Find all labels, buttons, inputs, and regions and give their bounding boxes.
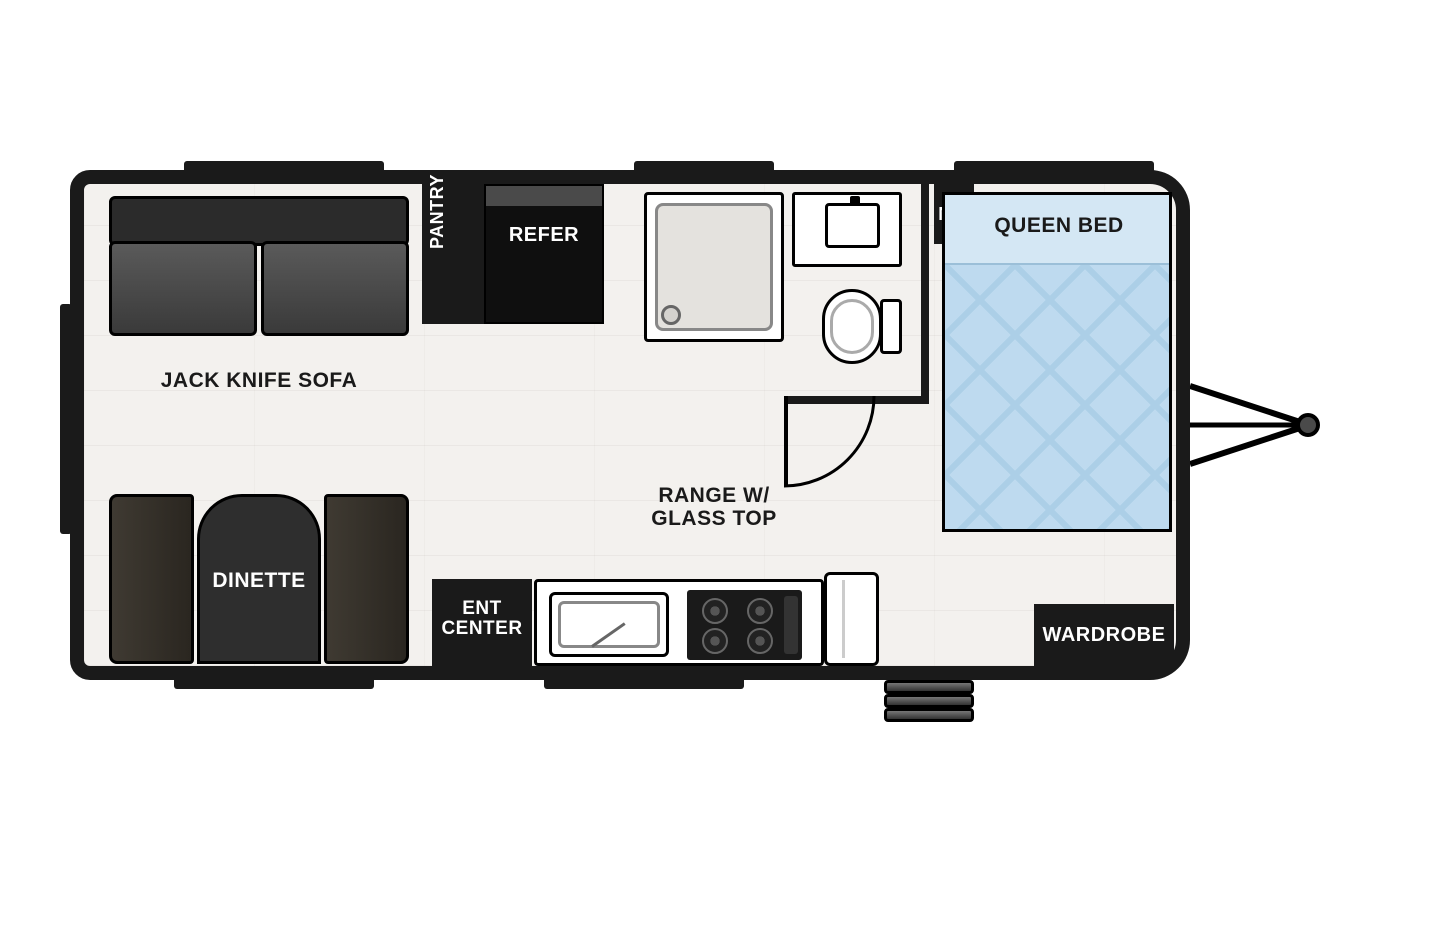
jackknife-sofa — [109, 196, 409, 346]
sofa-label: JACK KNIFE SOFA — [144, 369, 374, 393]
exterior-window-bottom-left — [174, 677, 374, 689]
shower — [644, 192, 784, 342]
dinette-label: DINETTE — [199, 569, 319, 593]
exterior-window-bottom-mid — [544, 677, 744, 689]
bathroom-vanity — [792, 192, 902, 267]
exterior-vent-top-mid — [634, 161, 774, 173]
toilet — [822, 284, 902, 369]
entry-steps — [884, 680, 974, 725]
bathroom — [784, 184, 929, 404]
trailer-hitch — [1190, 380, 1320, 470]
kitchen-sink — [549, 592, 669, 657]
queen-bed — [942, 192, 1172, 532]
wardrobe-label: WARDROBE — [1039, 624, 1169, 647]
trailer-body: JACK KNIFE SOFA DINETTE PANTRY REFER N/S — [70, 170, 1190, 680]
exterior-window-rear — [60, 304, 72, 534]
range-cooktop — [687, 590, 802, 660]
refer-label: REFER — [504, 224, 584, 247]
queen-bed-label: QUEEN BED — [984, 214, 1134, 238]
pantry-label: PANTRY — [427, 209, 448, 249]
entry-cabinet — [824, 572, 879, 666]
bathroom-door-swing — [784, 396, 884, 496]
ent-center-label: ENT CENTER — [432, 599, 532, 639]
bathroom-sink — [825, 203, 880, 248]
exterior-window-top-left — [184, 161, 384, 173]
kitchen-counter — [534, 579, 824, 666]
exterior-window-top-right — [954, 161, 1154, 173]
refrigerator — [484, 184, 604, 324]
range-label: RANGE W/ GLASS TOP — [644, 484, 784, 530]
